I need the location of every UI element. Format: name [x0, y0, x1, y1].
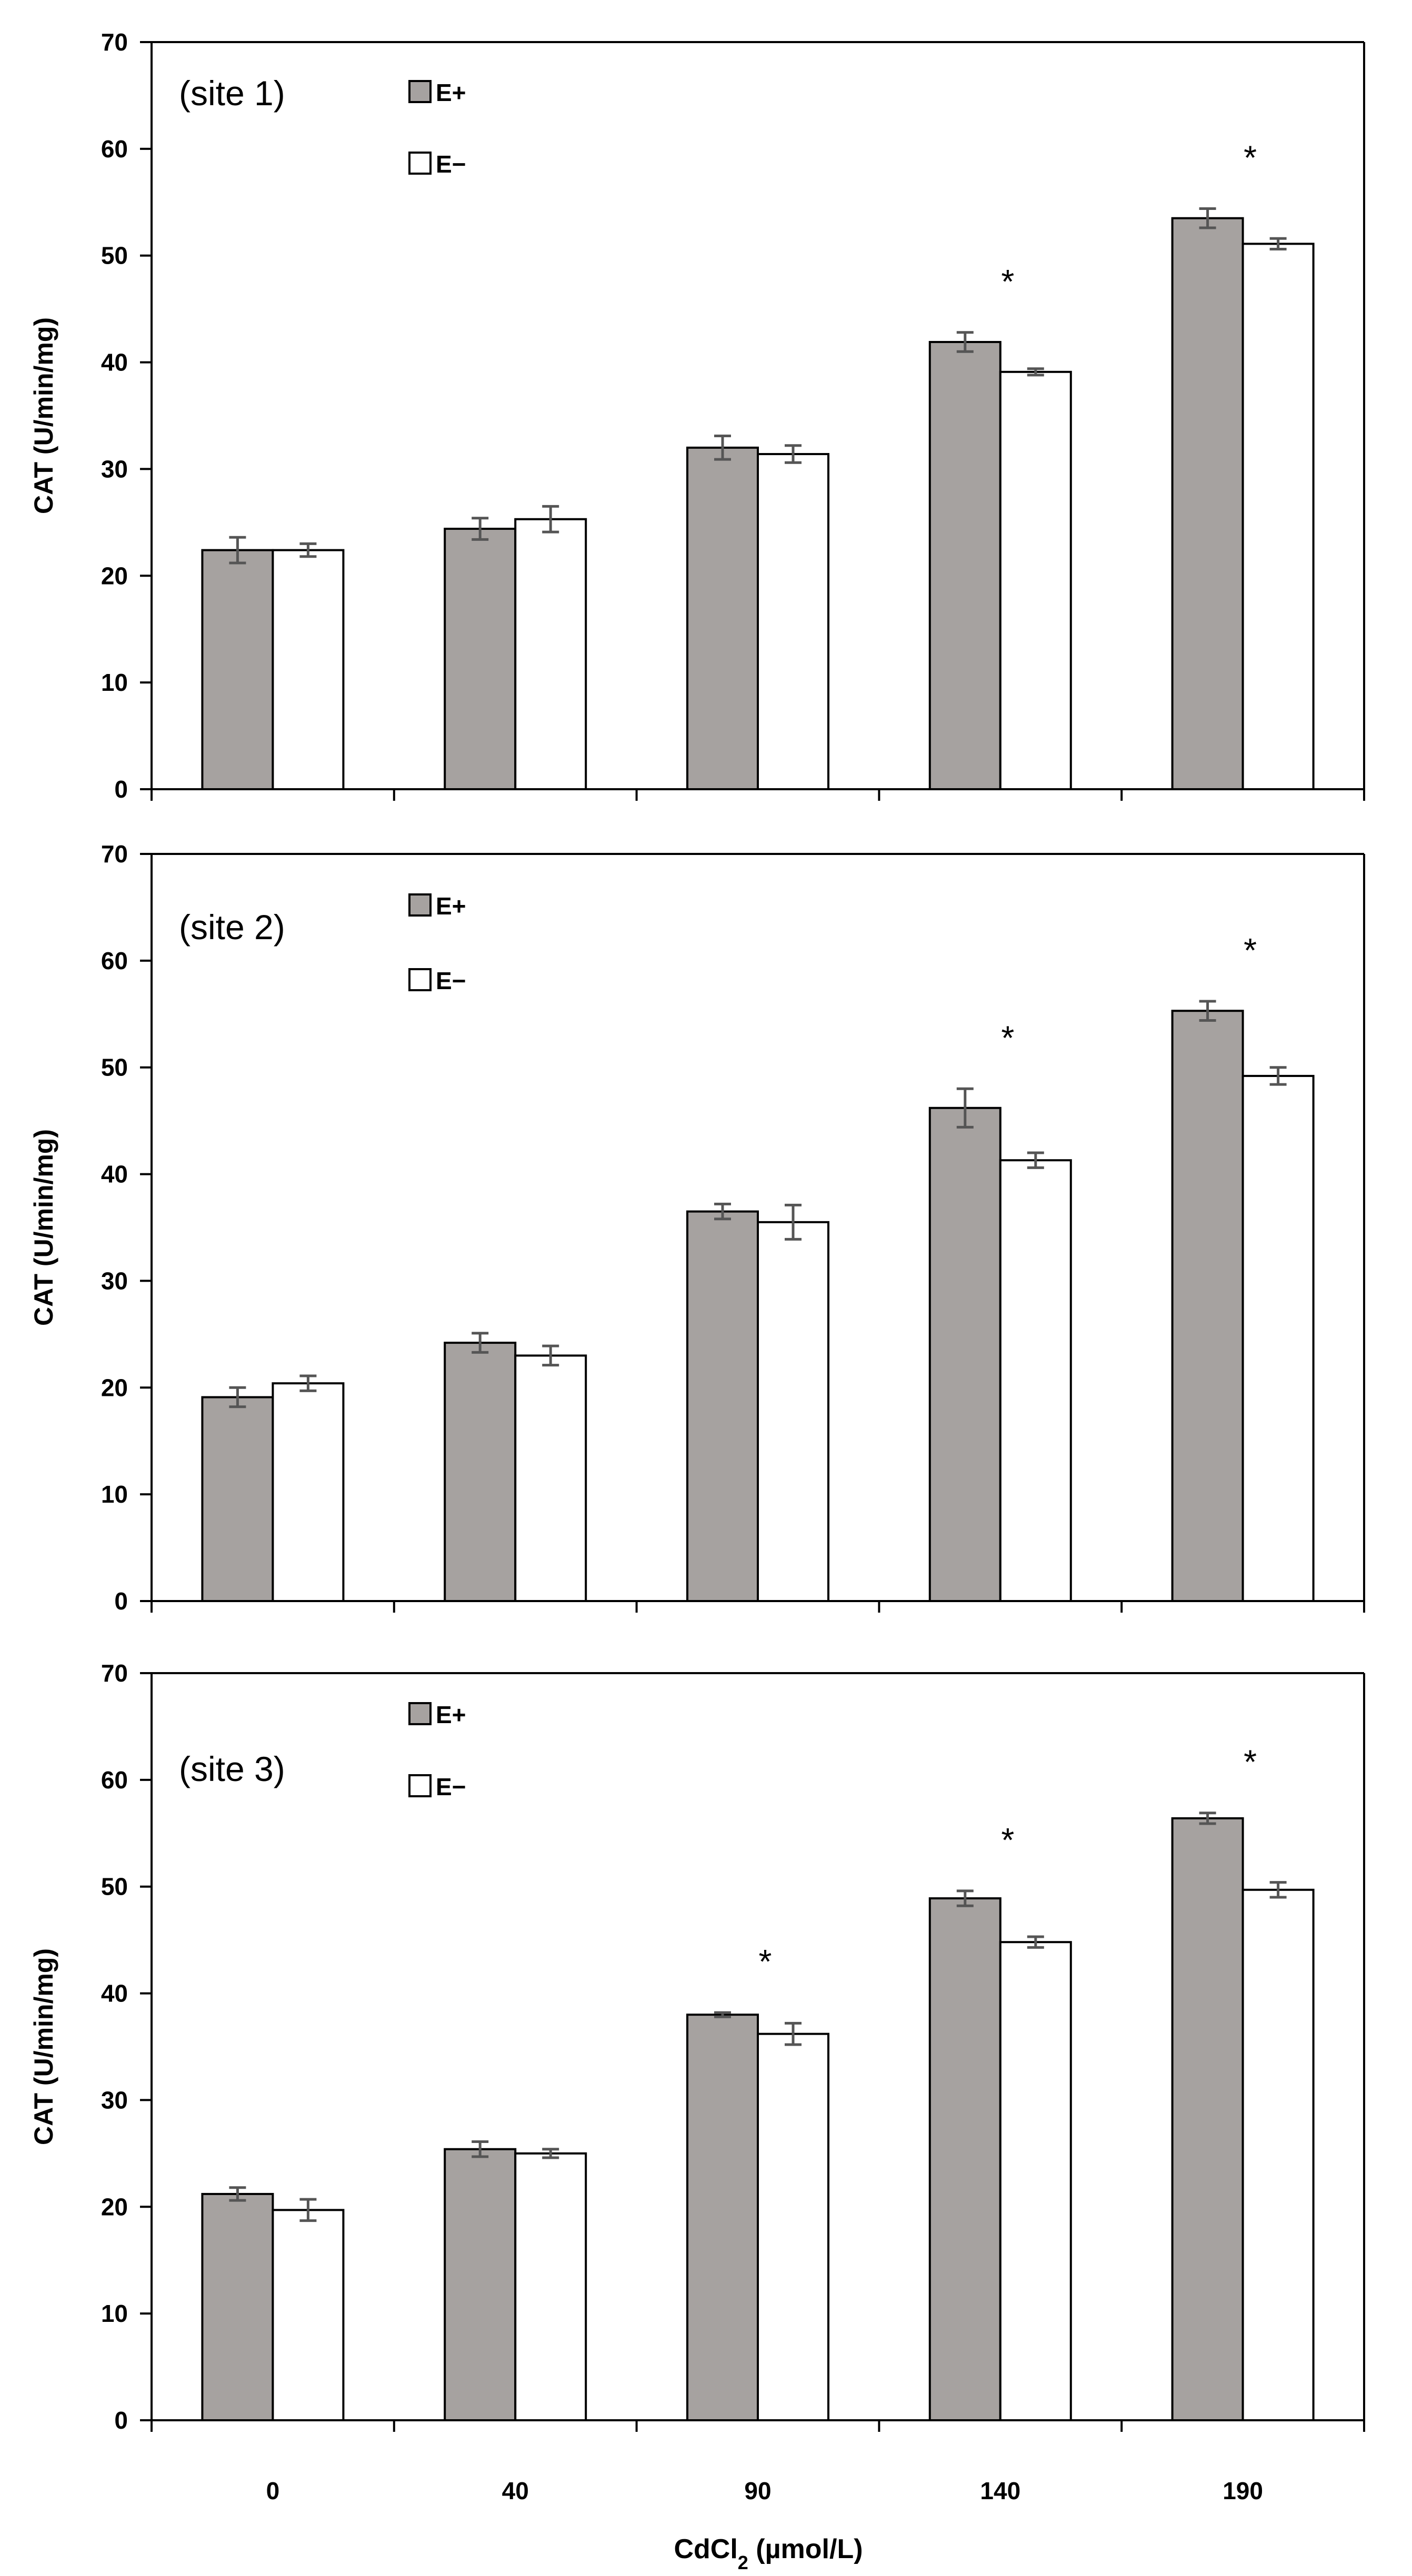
bar-e-plus [686, 1210, 759, 1603]
significance-marker: * [1001, 263, 1014, 300]
bar-e-minus [1241, 1888, 1315, 2422]
bar-e-minus [1241, 243, 1315, 790]
bar-e-minus [757, 1221, 829, 1603]
y-tick-label: 70 [101, 840, 128, 868]
bar-e-plus [201, 549, 274, 790]
x-axis-label: CdCl2 (µmol/L) [674, 2534, 863, 2573]
y-tick-label: 50 [101, 242, 128, 269]
significance-marker: * [1244, 138, 1257, 176]
y-tick-label: 30 [101, 455, 128, 482]
bar-e-plus [201, 2192, 274, 2421]
y-tick-label: 30 [101, 1267, 128, 1294]
significance-marker: * [759, 1943, 772, 1980]
y-tick-label: 60 [101, 947, 128, 974]
bar-e-plus [1171, 1010, 1244, 1602]
x-tick-label: 140 [980, 2477, 1020, 2504]
panel-label: (site 2) [179, 908, 285, 947]
y-axis-label: CAT (U/min/mg) [29, 1129, 58, 1326]
y-tick-label: 20 [101, 562, 128, 589]
bar-e-minus [514, 2152, 587, 2422]
legend-label-e-plus: E+ [436, 79, 466, 106]
x-axis-label-subscript: 2 [738, 2552, 748, 2573]
bar-e-minus [272, 1382, 345, 1602]
chart-panel-2: 0 10 20 30 40 50 60 70 CAT (U/min/mg) (site 2) E+ E… [29, 840, 1365, 1615]
legend-label-e-minus: E− [436, 1773, 466, 1800]
legend-label-e-minus: E− [436, 967, 466, 994]
legend-label-e-plus: E+ [436, 892, 466, 920]
y-tick-label: 40 [101, 349, 128, 376]
y-tick-label: 10 [101, 1481, 128, 1508]
y-tick-label: 20 [101, 2193, 128, 2220]
bar-e-plus [928, 341, 1002, 790]
panel-label: (site 1) [179, 74, 285, 113]
bar-e-minus [999, 1159, 1072, 1602]
x-axis-label-unit: (µmol/L) [748, 2534, 863, 2564]
y-tick-label: 60 [101, 135, 128, 163]
y-tick-label: 40 [101, 1161, 128, 1188]
bar-e-minus [272, 2209, 345, 2422]
bar-e-minus [514, 1354, 587, 1602]
y-tick-label: 10 [101, 669, 128, 696]
bar-e-minus [1241, 1074, 1315, 1602]
bar-e-plus [686, 446, 759, 790]
bar-e-plus [1171, 217, 1244, 791]
y-tick-label: 50 [101, 1054, 128, 1081]
y-tick-label: 0 [114, 1587, 128, 1615]
bar-e-plus [686, 2014, 759, 2421]
legend-swatch-e-plus [408, 1702, 432, 1725]
legend-swatch-e-minus [408, 152, 432, 175]
bar-e-plus [928, 1897, 1002, 2421]
significance-marker: * [1244, 1743, 1257, 1781]
bar-e-minus [999, 1941, 1072, 2421]
y-tick-label: 70 [101, 28, 128, 56]
significance-marker: * [1001, 1019, 1014, 1056]
y-tick-label: 20 [101, 1374, 128, 1401]
y-tick-label: 50 [101, 1873, 128, 1900]
significance-marker: * [1001, 1821, 1014, 1859]
bar-e-plus [444, 528, 517, 790]
bar-e-plus [444, 2148, 517, 2422]
legend-label-e-minus: E− [436, 150, 466, 178]
bar-e-plus [444, 1342, 517, 1602]
legend-label-e-plus: E+ [436, 1701, 466, 1728]
x-tick-label: 40 [502, 2477, 529, 2504]
x-axis-label-main: CdCl [674, 2534, 737, 2564]
y-tick-label: 40 [101, 1980, 128, 2007]
y-axis-label: CAT (U/min/mg) [29, 1948, 58, 2145]
x-tick-label: 190 [1223, 2477, 1263, 2504]
bar-e-minus [514, 518, 587, 790]
bar-e-minus [272, 549, 345, 790]
legend-swatch-e-minus [408, 968, 432, 991]
y-tick-label: 10 [101, 2300, 128, 2327]
x-tick-label: 90 [744, 2477, 771, 2504]
significance-marker: * [1244, 931, 1257, 969]
bar-e-minus [999, 370, 1072, 790]
panels: 0 10 20 30 40 50 60 70 CAT (U/min/mg) (site 1) E+ E… [29, 28, 1365, 2504]
chart-panel-1: 0 10 20 30 40 50 60 70 CAT (U/min/mg) (site 1) E+ E… [29, 28, 1365, 803]
y-tick-label: 30 [101, 2086, 128, 2114]
x-tick-label: 0 [266, 2477, 280, 2504]
y-tick-label: 60 [101, 1766, 128, 1794]
bar-e-plus [201, 1396, 274, 1603]
bar-e-minus [757, 2032, 829, 2422]
y-tick-label: 0 [114, 2407, 128, 2434]
chart-panel-3: 0 10 20 30 40 50 60 70 CAT (U/min/mg) (site 3) E+ E… [29, 1659, 1365, 2504]
bar-e-plus [1171, 1817, 1244, 2421]
panel-label: (site 3) [179, 1749, 285, 1788]
bar-e-plus [928, 1106, 1002, 1603]
legend-swatch-e-plus [408, 80, 432, 103]
y-tick-label: 70 [101, 1659, 128, 1687]
legend-swatch-e-plus [408, 893, 432, 917]
y-tick-label: 0 [114, 776, 128, 803]
legend-swatch-e-minus [408, 1774, 432, 1797]
y-axis-label: CAT (U/min/mg) [29, 317, 58, 514]
bar-e-minus [757, 453, 829, 790]
